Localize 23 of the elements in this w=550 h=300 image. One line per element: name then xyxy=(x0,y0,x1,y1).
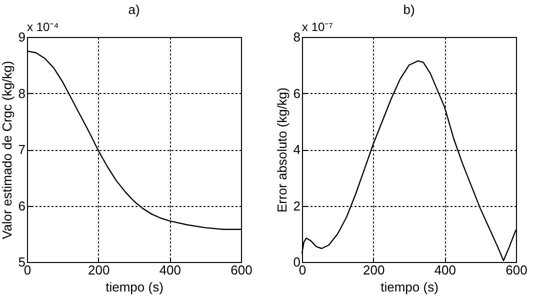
y-tick-label: 4 xyxy=(293,142,300,157)
x-tick-label: 400 xyxy=(159,262,182,278)
x-tick-label: 200 xyxy=(362,262,385,278)
x-tick-label: 200 xyxy=(88,262,110,278)
chart-title: b) xyxy=(403,2,415,17)
x-tick-label: 600 xyxy=(506,262,528,278)
y-tick-label: 6 xyxy=(18,198,26,214)
y-tick-label: 6 xyxy=(293,86,300,101)
text: x 10⁻⁴ xyxy=(27,20,59,34)
chart-title: a) xyxy=(128,2,140,17)
y-tick-label: 7 xyxy=(18,142,26,157)
x-tick-label: 600 xyxy=(230,262,252,278)
y-axis-title: Error absoluto (kg/kg) xyxy=(274,88,290,212)
text: x 10⁻⁷ xyxy=(302,20,334,34)
y-axis-title: Valor estimado de Crgc (kg/kg) xyxy=(0,60,14,240)
x-axis-title: tiempo (s) xyxy=(106,280,164,294)
y-tick-label: 2 xyxy=(293,198,300,214)
y-tick-label: 8 xyxy=(18,86,26,101)
x-tick-label: 400 xyxy=(434,262,456,278)
y-tick-label: 5 xyxy=(18,254,26,270)
y-tick-label: 9 xyxy=(18,30,26,44)
y-tick-label: 8 xyxy=(293,30,300,44)
x-axis-title: tiempo (s) xyxy=(380,280,438,294)
